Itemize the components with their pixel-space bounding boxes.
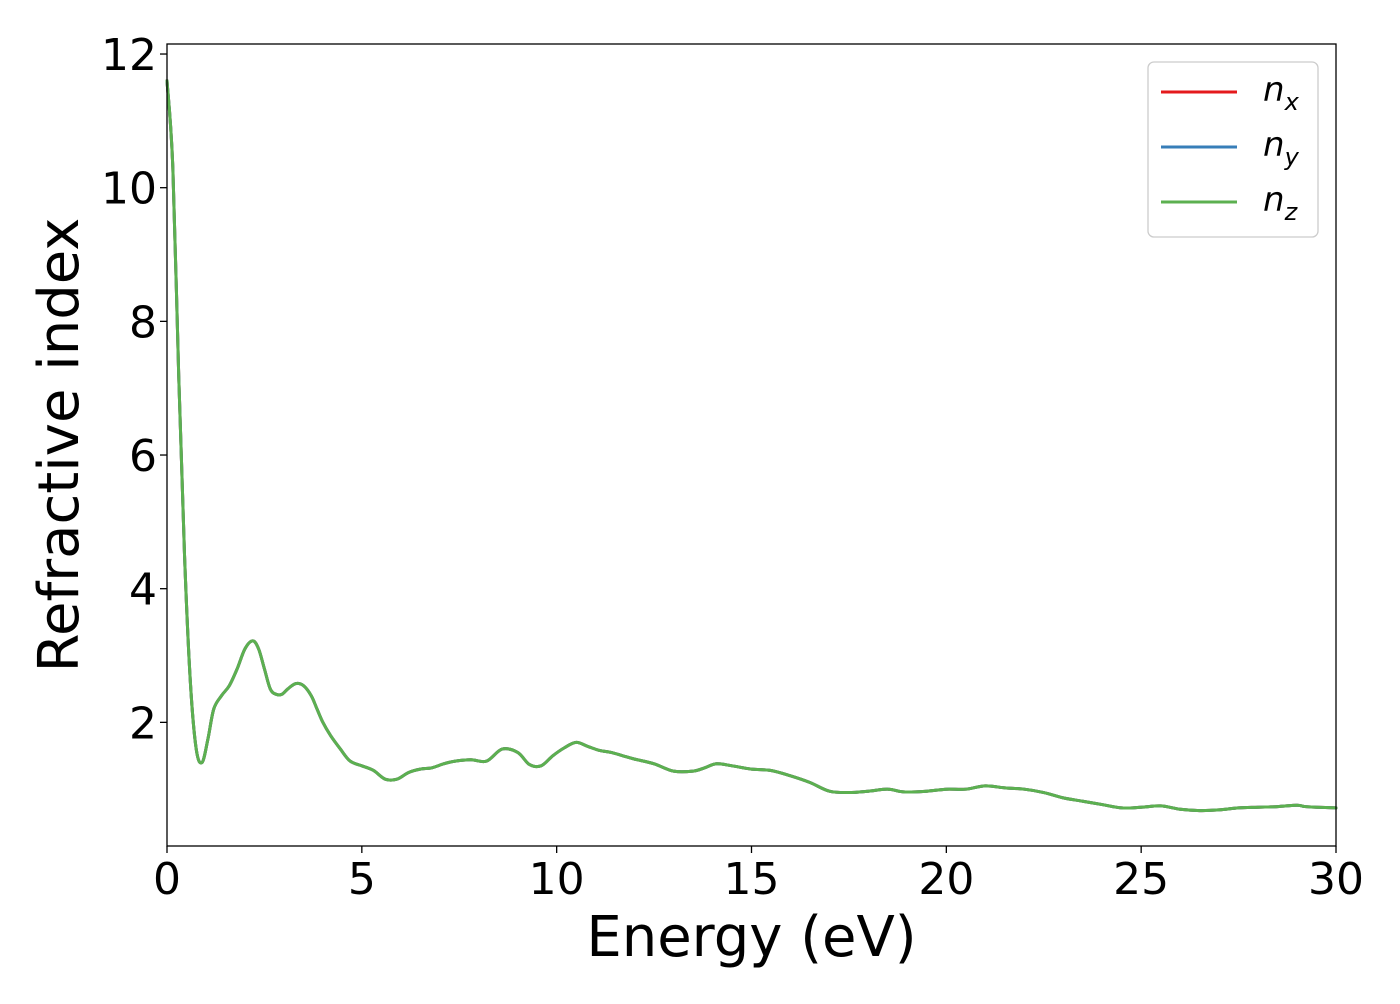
legend-entry-subscript: x bbox=[1284, 88, 1300, 116]
legend-entry-symbol: n bbox=[1263, 70, 1285, 110]
y-tick-label: 10 bbox=[101, 164, 157, 215]
x-axis-label: Energy (eV) bbox=[586, 905, 916, 970]
legend-entry-nz: nz bbox=[1263, 180, 1299, 226]
legend-entry-ny: ny bbox=[1263, 125, 1300, 171]
y-tick-label: 4 bbox=[129, 565, 157, 616]
legend-entry-subscript: z bbox=[1284, 198, 1299, 226]
x-tick-label: 0 bbox=[153, 854, 181, 905]
x-tick-label: 20 bbox=[918, 854, 974, 905]
x-tick-label: 30 bbox=[1308, 854, 1364, 905]
y-tick-label: 2 bbox=[129, 698, 157, 749]
legend-entry-symbol: n bbox=[1263, 180, 1285, 220]
legend-entry-symbol: n bbox=[1263, 125, 1285, 165]
series-layer bbox=[165, 79, 1338, 813]
y-tick-label: 12 bbox=[101, 30, 157, 81]
legend-entry-nx: nx bbox=[1263, 70, 1300, 116]
x-tick-label: 25 bbox=[1113, 854, 1169, 905]
x-tick-label: 15 bbox=[724, 854, 780, 905]
x-tick-label: 10 bbox=[529, 854, 585, 905]
y-tick-label: 6 bbox=[129, 431, 157, 482]
y-axis-ticks: 2 4 6 8 10 12 bbox=[101, 30, 167, 749]
legend-frame bbox=[1147, 61, 1319, 238]
legend-entry-subscript: y bbox=[1284, 143, 1300, 171]
y-axis-label: Refractive index bbox=[27, 218, 92, 673]
x-axis-ticks: 0 5 10 15 20 25 30 bbox=[153, 846, 1364, 905]
x-tick-label: 5 bbox=[348, 854, 376, 905]
series-line-nz bbox=[165, 79, 1338, 813]
y-tick-label: 8 bbox=[129, 297, 157, 348]
